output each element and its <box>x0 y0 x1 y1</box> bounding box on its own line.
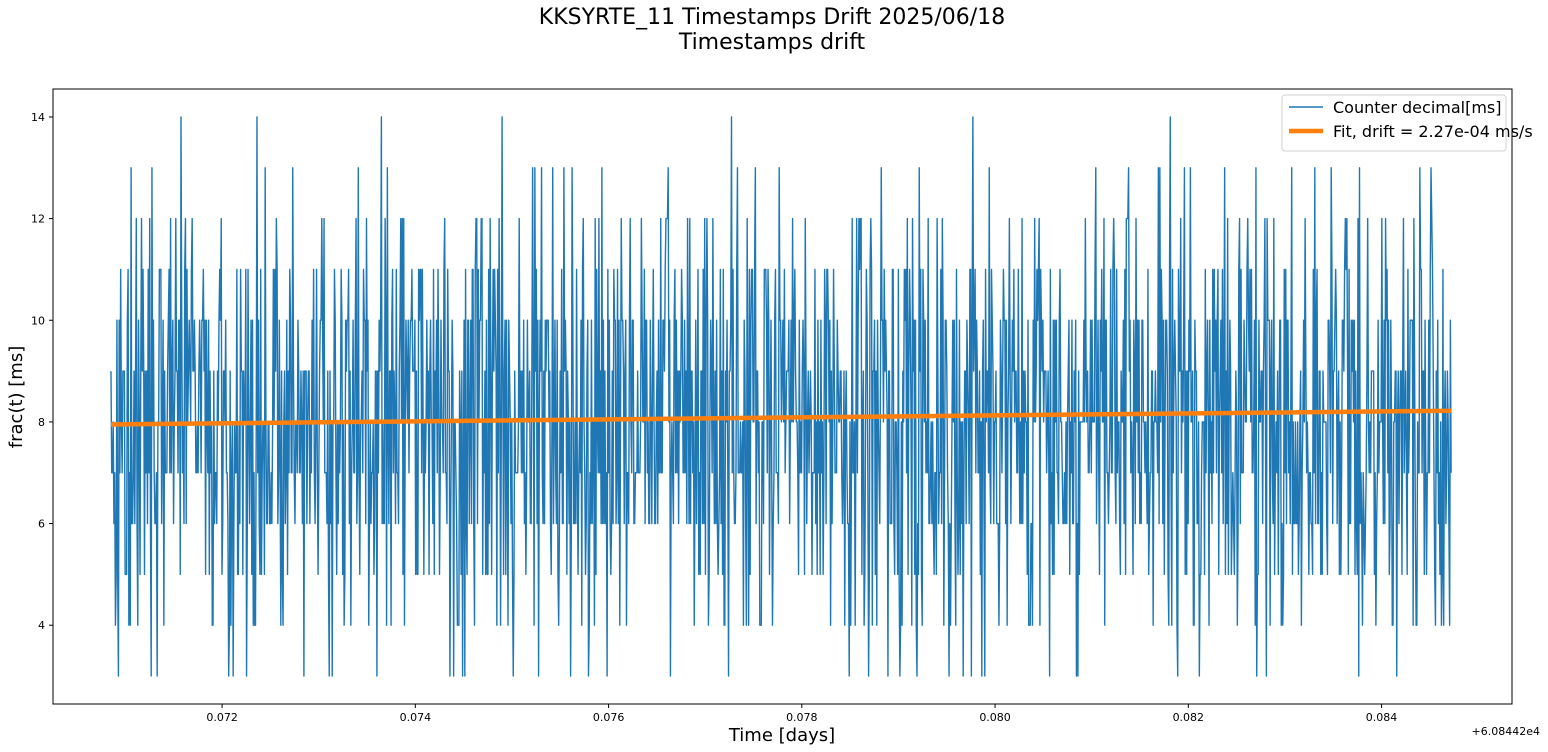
y-tick-label: 12 <box>31 213 45 226</box>
x-tick-label: 0.074 <box>400 711 432 724</box>
chart-subtitle: Timestamps drift <box>678 30 866 55</box>
series-fit-line <box>110 408 1452 427</box>
x-tick-label: 0.072 <box>206 711 238 724</box>
plot-background <box>53 89 1512 704</box>
x-tick-label: 0.082 <box>1173 711 1205 724</box>
y-tick-label: 4 <box>38 619 45 632</box>
y-tick-label: 14 <box>31 111 45 124</box>
y-tick-label: 10 <box>31 314 45 327</box>
y-tick-label: 8 <box>38 416 45 429</box>
plot-area <box>52 88 1513 705</box>
legend: Counter decimal[ms] Fit, drift = 2.27e-0… <box>1281 94 1533 152</box>
y-tick-label: 6 <box>38 518 45 531</box>
y-axis-label: frac(t) [ms] <box>6 346 27 448</box>
x-axis-offset-label: +6.08442e4 <box>1472 725 1540 738</box>
x-axis-ticks: 0.072 0.074 0.076 0.078 0.080 0.082 0.084 <box>206 704 1397 724</box>
x-axis-label: Time [days] <box>728 725 835 746</box>
series-counter-line <box>110 116 1452 677</box>
legend-label-counter: Counter decimal[ms] <box>1333 98 1502 117</box>
legend-frame <box>1281 94 1507 152</box>
plot-frame <box>52 88 1513 705</box>
x-tick-label: 0.084 <box>1366 711 1398 724</box>
legend-label-fit: Fit, drift = 2.27e-04 ms/s <box>1333 122 1533 141</box>
x-tick-label: 0.080 <box>979 711 1011 724</box>
x-tick-label: 0.078 <box>786 711 818 724</box>
y-axis-ticks: 4 6 8 10 12 14 <box>31 111 53 632</box>
x-tick-label: 0.076 <box>593 711 625 724</box>
series-layer <box>110 116 1452 677</box>
chart-title: KKSYRTE_11 Timestamps Drift 2025/06/18 <box>539 5 1005 30</box>
